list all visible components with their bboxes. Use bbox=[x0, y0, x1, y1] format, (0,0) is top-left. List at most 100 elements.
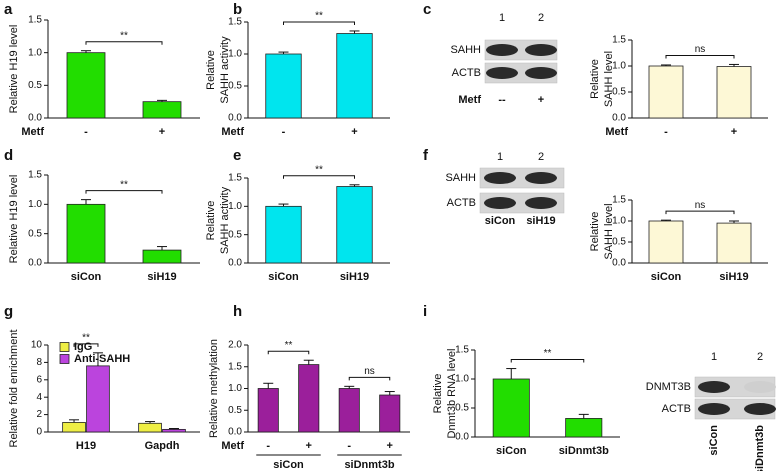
blot-row-label: SAHH bbox=[445, 172, 476, 184]
y-tick-label: 0.5 bbox=[455, 403, 469, 414]
bar bbox=[142, 101, 182, 119]
significance-bracket bbox=[283, 175, 355, 179]
y-tick-label: 1.0 bbox=[228, 383, 242, 394]
significance-label: ** bbox=[315, 11, 323, 22]
bar bbox=[66, 52, 106, 119]
x-tick-label: siCon bbox=[268, 271, 299, 283]
y-axis-label: Relative fold enrichment bbox=[8, 329, 20, 447]
bar bbox=[336, 186, 373, 264]
bar bbox=[379, 394, 401, 433]
x-prefix: Metf bbox=[605, 126, 628, 138]
y-tick-label: 1.5 bbox=[28, 15, 42, 26]
blot-row-label: ACTB bbox=[452, 67, 481, 79]
bar bbox=[716, 66, 752, 119]
x-tick-label: siH19 bbox=[340, 271, 369, 283]
y-tick-label: 1.5 bbox=[228, 173, 242, 184]
significance-label: ** bbox=[82, 332, 90, 343]
y-axis-label: Relative methylation bbox=[208, 339, 220, 438]
y-tick-label: 1.0 bbox=[612, 216, 626, 227]
y-tick-label: 1.0 bbox=[28, 47, 42, 58]
y-axis-label: Dnmt3b RNA level bbox=[446, 349, 458, 439]
panel-letter: i bbox=[423, 303, 427, 320]
blot-band bbox=[698, 403, 730, 415]
significance-bracket bbox=[348, 376, 391, 381]
blot-band bbox=[698, 381, 730, 393]
bar bbox=[716, 222, 752, 264]
y-tick-label: 0.0 bbox=[612, 113, 626, 124]
significance-bracket bbox=[665, 210, 735, 215]
legend-label: Anti-SAHH bbox=[74, 353, 130, 365]
blot-band bbox=[484, 197, 516, 209]
panel-letter: h bbox=[233, 303, 242, 320]
panel-letter: c bbox=[423, 1, 431, 18]
y-tick-label: 0.5 bbox=[228, 229, 242, 240]
x-tick-label: - bbox=[664, 126, 668, 138]
panel-letter: d bbox=[4, 147, 13, 164]
y-tick-label: 1.5 bbox=[28, 170, 42, 181]
panel-letter: g bbox=[4, 303, 13, 320]
blot-row-label: DNMT3B bbox=[646, 381, 691, 393]
y-tick-label: 0.5 bbox=[612, 237, 626, 248]
significance-bracket bbox=[283, 21, 355, 25]
legend-swatch bbox=[59, 354, 70, 364]
x-prefix: Metf bbox=[21, 126, 44, 138]
lane-number: 2 bbox=[538, 151, 544, 163]
y-axis-label: Relative bbox=[589, 59, 601, 99]
x-tick-label: - bbox=[266, 440, 270, 452]
y-tick-label: 0.5 bbox=[28, 80, 42, 91]
lane-number: 1 bbox=[711, 351, 717, 363]
significance-bracket bbox=[267, 350, 310, 355]
y-tick-label: 0.0 bbox=[455, 432, 469, 443]
bar bbox=[138, 422, 162, 433]
panel-letter: e bbox=[233, 147, 241, 164]
y-axis-label: Relative bbox=[205, 50, 217, 90]
y-tick-label: 1.0 bbox=[455, 374, 469, 385]
lane-number: 2 bbox=[757, 351, 763, 363]
x-tick-label: + bbox=[306, 440, 312, 452]
y-tick-label: 0.5 bbox=[612, 87, 626, 98]
lane-number: 1 bbox=[499, 12, 505, 24]
blot-band bbox=[486, 67, 518, 79]
significance-label: ns bbox=[695, 200, 706, 211]
y-axis-label: Relative bbox=[432, 374, 444, 414]
bar bbox=[66, 203, 106, 264]
x-tick-label: siCon bbox=[651, 271, 682, 283]
significance-bracket bbox=[510, 359, 585, 363]
x-tick-label: - bbox=[282, 126, 286, 138]
y-tick-label: 0.0 bbox=[228, 427, 242, 438]
y-tick-label: 0.0 bbox=[28, 258, 42, 269]
x-tick-label: + bbox=[387, 440, 393, 452]
y-axis-label: Relative H19 level bbox=[8, 25, 20, 114]
y-axis-label: SAHH activity bbox=[219, 186, 231, 254]
bar bbox=[142, 249, 182, 264]
bar bbox=[648, 65, 684, 119]
x-tick-label: siDnmt3b bbox=[559, 445, 609, 457]
condition-label: siH19 bbox=[526, 215, 555, 227]
bar bbox=[265, 205, 302, 264]
y-tick-label: 0.0 bbox=[612, 258, 626, 269]
y-tick-label: 0 bbox=[36, 427, 42, 438]
significance-bracket bbox=[85, 190, 163, 194]
bar bbox=[257, 388, 279, 433]
y-tick-label: 8 bbox=[36, 357, 42, 368]
bar bbox=[648, 220, 684, 264]
significance-label: ns bbox=[695, 44, 706, 55]
condition-label: + bbox=[538, 94, 544, 106]
bar bbox=[338, 388, 360, 433]
significance-label: ** bbox=[544, 348, 552, 359]
y-axis-label: Relative bbox=[589, 212, 601, 252]
bar bbox=[298, 364, 320, 433]
y-tick-label: 1.5 bbox=[612, 195, 626, 206]
x-tick-label: H19 bbox=[76, 440, 96, 452]
condition-label: siCon bbox=[485, 215, 516, 227]
x-tick-label: siCon bbox=[71, 271, 102, 283]
y-tick-label: 6 bbox=[36, 374, 42, 385]
y-tick-label: 1.0 bbox=[28, 199, 42, 210]
significance-label: ** bbox=[120, 30, 128, 41]
significance-bracket bbox=[665, 54, 735, 59]
blot-band bbox=[744, 381, 776, 393]
bar bbox=[265, 53, 302, 119]
y-tick-label: 1.5 bbox=[455, 345, 469, 356]
y-tick-label: 0.0 bbox=[28, 113, 42, 124]
y-axis-label: SAHH level bbox=[603, 203, 615, 259]
